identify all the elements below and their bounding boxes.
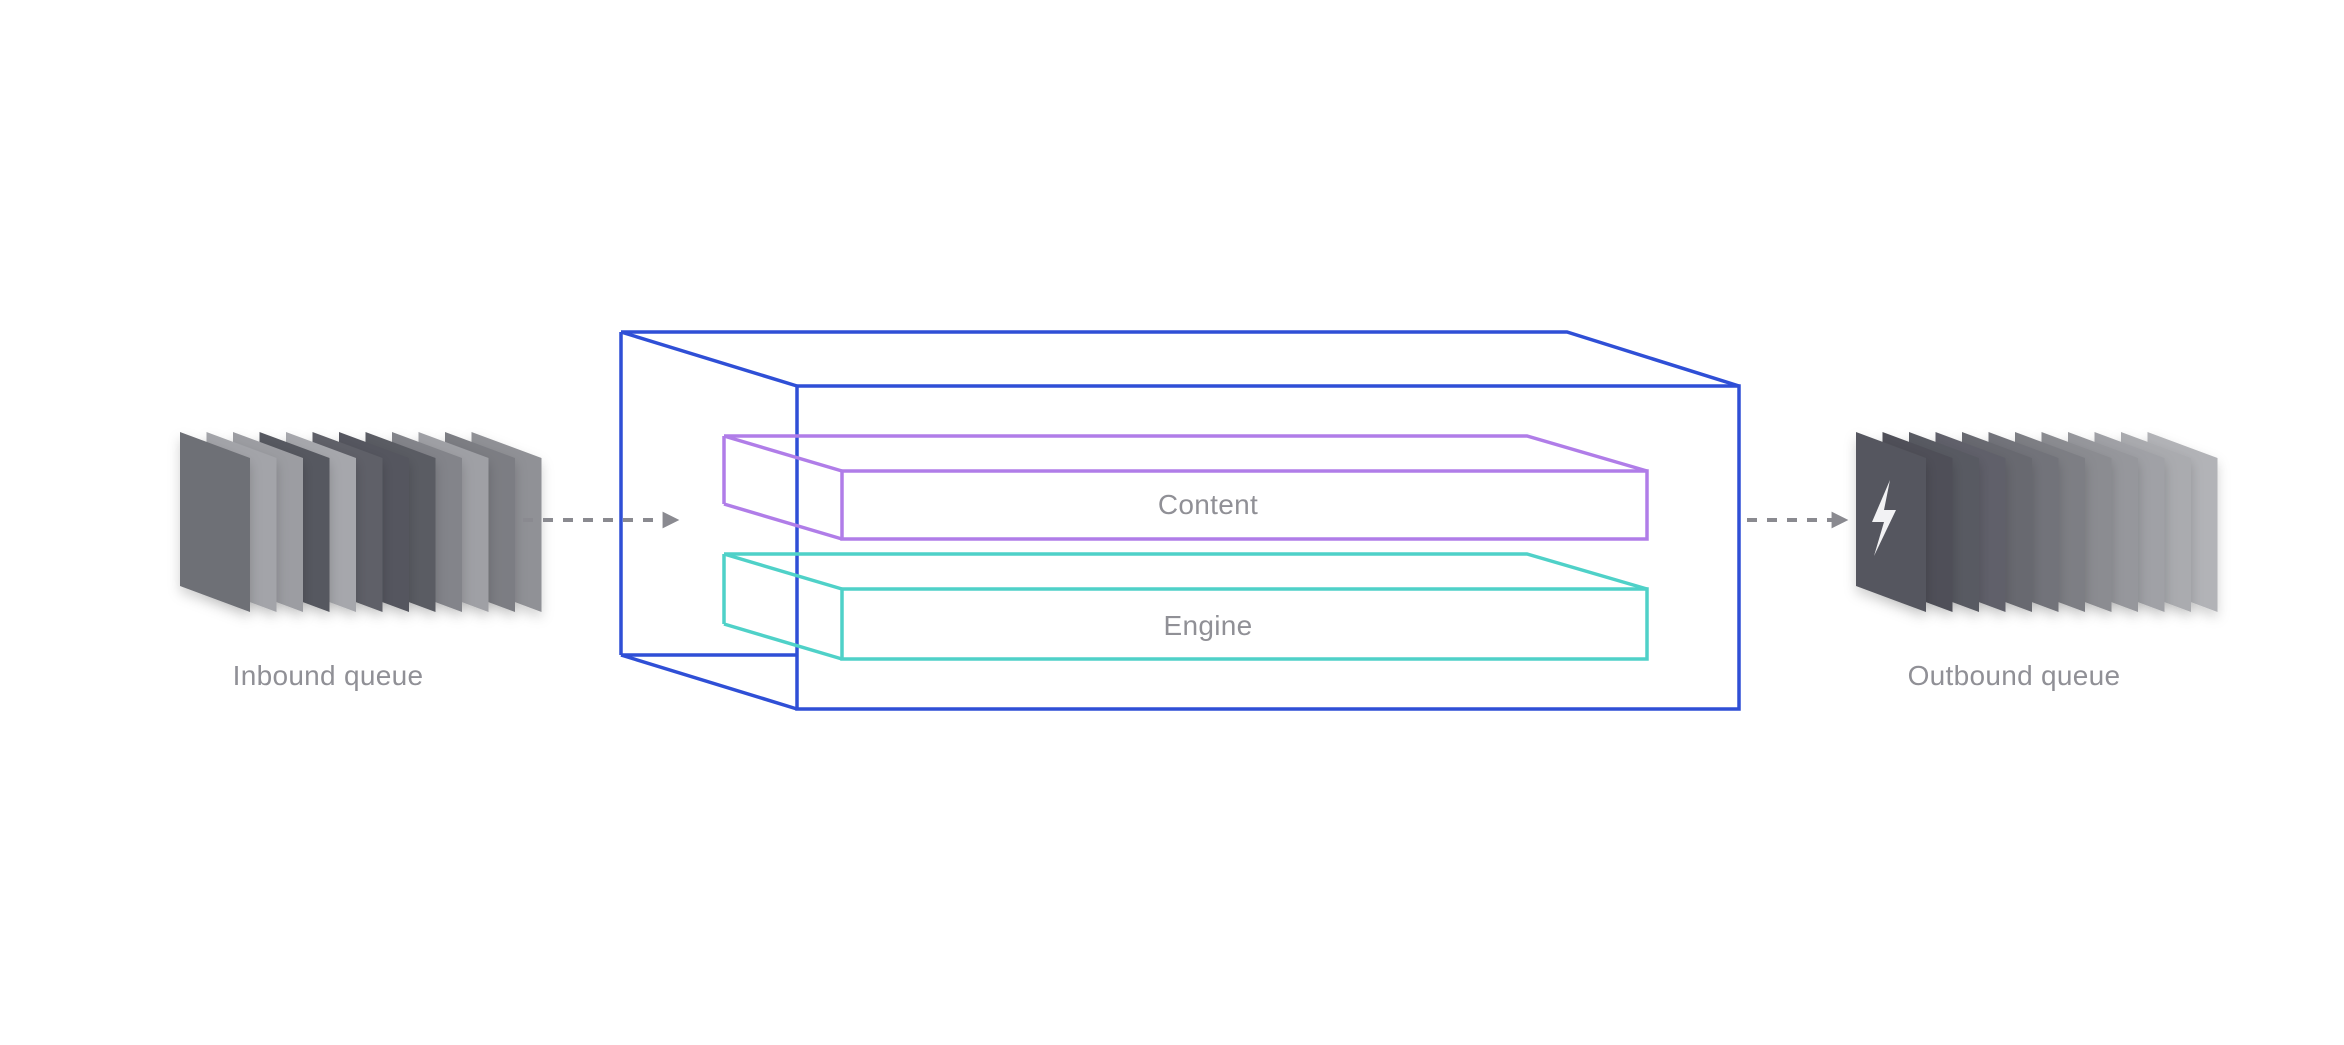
inbound-queue-label: Inbound queue — [232, 660, 424, 691]
engine-component-label: Engine — [1163, 610, 1253, 641]
lightning-bolt-icon — [1872, 480, 1896, 556]
content-component-label: Content — [1157, 489, 1259, 520]
outbound-queue-stack — [1856, 432, 2218, 612]
message-card — [180, 432, 250, 612]
inbound-queue-stack — [180, 432, 542, 612]
engine-component — [722, 552, 1649, 661]
message-card — [1856, 432, 1926, 612]
processor-box — [619, 330, 1741, 711]
content-component — [722, 434, 1649, 541]
outbound-queue-label: Outbound queue — [1907, 660, 2121, 691]
